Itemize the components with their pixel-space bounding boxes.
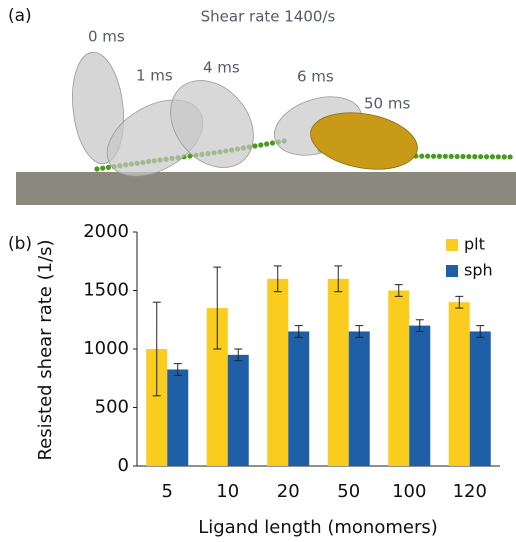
y-tick-label: 1500 xyxy=(83,280,129,301)
x-tick-label: 5 xyxy=(162,481,173,502)
ligand-bead xyxy=(496,154,501,159)
panel-a: (a) Shear rate 1400/s 0 ms 1 ms 4 ms 6 m… xyxy=(8,6,516,205)
ligand-bead xyxy=(466,154,471,159)
x-tick-label: 50 xyxy=(337,481,360,502)
figure: (a) Shear rate 1400/s 0 ms 1 ms 4 ms 6 m… xyxy=(0,0,516,542)
ligand-bead xyxy=(455,154,460,159)
bar xyxy=(267,279,288,466)
legend-label: sph xyxy=(464,261,493,280)
ligand-bead xyxy=(270,140,275,145)
time-label: 1 ms xyxy=(136,67,173,85)
time-label: 50 ms xyxy=(364,95,410,113)
ligand-bead xyxy=(460,154,465,159)
bar xyxy=(470,331,491,466)
y-tick-label: 0 xyxy=(118,455,129,476)
ligand-bead xyxy=(508,154,513,159)
ligand-bead xyxy=(252,143,257,148)
bar xyxy=(409,326,430,466)
ligand-bead xyxy=(437,154,442,159)
ligand-bead xyxy=(106,165,111,170)
y-tick-label: 2000 xyxy=(83,221,129,242)
ligand-bead xyxy=(258,142,263,147)
time-label: 6 ms xyxy=(297,68,334,86)
panel-label: (b) xyxy=(8,234,32,254)
panel-label: (a) xyxy=(8,6,32,26)
ligand-bead xyxy=(94,166,99,171)
legend-swatch xyxy=(446,265,458,277)
panel-b: (b) Resisted shear rate (1/s) Ligand len… xyxy=(8,221,500,538)
y-tick-label: 500 xyxy=(95,397,129,418)
x-tick-label: 10 xyxy=(216,481,239,502)
ligand-bead xyxy=(443,154,448,159)
ligand-bead xyxy=(478,154,483,159)
time-label: 0 ms xyxy=(88,28,125,46)
y-axis-label: Resisted shear rate (1/s) xyxy=(35,239,56,460)
ground xyxy=(16,172,516,205)
ligand-bead xyxy=(502,154,507,159)
ligand-bead xyxy=(419,154,424,159)
y-tick-label: 1000 xyxy=(83,338,129,359)
legend-label: plt xyxy=(464,235,485,254)
bar xyxy=(167,369,188,466)
ligand-bead xyxy=(264,141,269,146)
ligand-bead xyxy=(100,166,105,171)
ligand-bead xyxy=(425,154,430,159)
time-label: 4 ms xyxy=(203,59,240,77)
legend-swatch xyxy=(446,239,458,251)
bar xyxy=(228,355,249,466)
bar xyxy=(449,302,470,466)
ligand-bead xyxy=(431,154,436,159)
ligand-bead xyxy=(449,154,454,159)
bar xyxy=(388,291,409,467)
ligand-bead xyxy=(490,154,495,159)
ligand-bead xyxy=(484,154,489,159)
bar xyxy=(328,279,349,466)
x-tick-label: 20 xyxy=(277,481,300,502)
bar xyxy=(288,331,309,466)
panel-title: Shear rate 1400/s xyxy=(201,8,336,26)
x-tick-label: 120 xyxy=(453,481,487,502)
bar xyxy=(349,331,370,466)
x-axis-label: Ligand length (monomers) xyxy=(198,517,438,538)
x-tick-label: 100 xyxy=(392,481,426,502)
ligand-bead xyxy=(472,154,477,159)
